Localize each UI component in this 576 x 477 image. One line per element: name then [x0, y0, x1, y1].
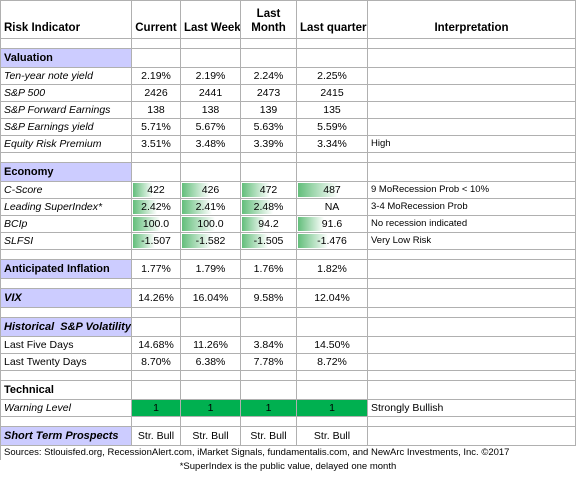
data-bar	[133, 183, 153, 197]
section-title: Technical	[0, 380, 132, 400]
data-bar	[242, 200, 273, 214]
header-row: Risk Indicator Current Last Week Last Mo…	[0, 0, 576, 39]
table-row: Ten-year note yield 2.19% 2.19% 2.24% 2.…	[0, 67, 576, 85]
section-prospects: Short Term Prospects Str. Bull Str. Bull…	[0, 426, 576, 446]
table-row: S&P Forward Earnings 138 138 139 135	[0, 101, 576, 119]
table-row: S&P 500 2426 2441 2473 2415	[0, 84, 576, 102]
data-bar	[298, 217, 324, 231]
table-row: BCIp 100.0 100.0 94.2 91.6 No recession …	[0, 215, 576, 233]
data-bar	[182, 183, 210, 197]
data-bar	[298, 183, 338, 197]
data-bar	[242, 234, 268, 248]
signal-cell: 1	[131, 399, 181, 417]
section-valuation: Valuation	[0, 48, 576, 68]
superindex-note: *SuperIndex is the public value, delayed…	[179, 461, 397, 472]
sources-text: Sources: Stlouisfed.org, RecessionAlert.…	[0, 445, 576, 460]
section-title: Economy	[0, 162, 132, 182]
footer-sources-row: Sources: Stlouisfed.org, RecessionAlert.…	[0, 445, 576, 460]
table-row: C-Score 422 426 472 487 9 MoRecession Pr…	[0, 181, 576, 199]
data-bar	[182, 217, 216, 231]
section-technical: Technical	[0, 380, 576, 400]
signal-cell: 1	[296, 399, 368, 417]
header-current: Current	[131, 0, 181, 39]
table-row: SLFSI -1.507 -1.582 -1.505 -1.476 Very L…	[0, 232, 576, 250]
data-bar	[242, 217, 265, 231]
section-inflation: Anticipated Inflation 1.77% 1.79% 1.76% …	[0, 259, 576, 279]
table-row: Warning Level 1 1 1 1 Strongly Bullish	[0, 399, 576, 417]
section-title: Short Term Prospects	[0, 426, 132, 446]
data-bar	[298, 234, 328, 248]
data-bar	[182, 200, 213, 214]
section-title: Anticipated Inflation	[0, 259, 132, 279]
table-row: Leading SuperIndex* 2.42% 2.41% 2.48% NA…	[0, 198, 576, 216]
header-last-month: Last Month	[240, 0, 297, 39]
section-volatility: Historical S&P Volatility	[0, 317, 576, 337]
data-bar	[133, 234, 155, 248]
signal-cell: 1	[240, 399, 297, 417]
footer-note-row: *SuperIndex is the public value, delayed…	[1, 460, 576, 474]
table-row: Last Five Days 14.68% 11.26% 3.84% 14.50…	[0, 336, 576, 354]
header-interpretation: Interpretation	[367, 0, 576, 39]
data-bar	[182, 234, 213, 248]
data-bar	[242, 183, 271, 197]
table-row: S&P Earnings yield 5.71% 5.67% 5.63% 5.5…	[0, 118, 576, 136]
section-title: Historical S&P Volatility	[0, 317, 132, 337]
header-last-quarter: Last quarter	[296, 0, 368, 39]
table-row: Last Twenty Days 8.70% 6.38% 7.78% 8.72%	[0, 353, 576, 371]
header-risk-indicator: Risk Indicator	[0, 0, 132, 39]
signal-cell: 1	[180, 399, 241, 417]
section-title: VIX	[0, 288, 132, 308]
data-bar	[133, 200, 158, 214]
table-row: Equity Risk Premium 3.51% 3.48% 3.39% 3.…	[0, 135, 576, 153]
data-bar	[133, 217, 160, 231]
section-economy: Economy	[0, 162, 576, 182]
section-title: Valuation	[0, 48, 132, 68]
section-vix: VIX 14.26% 16.04% 9.58% 12.04%	[0, 288, 576, 308]
header-last-week: Last Week	[180, 0, 241, 39]
